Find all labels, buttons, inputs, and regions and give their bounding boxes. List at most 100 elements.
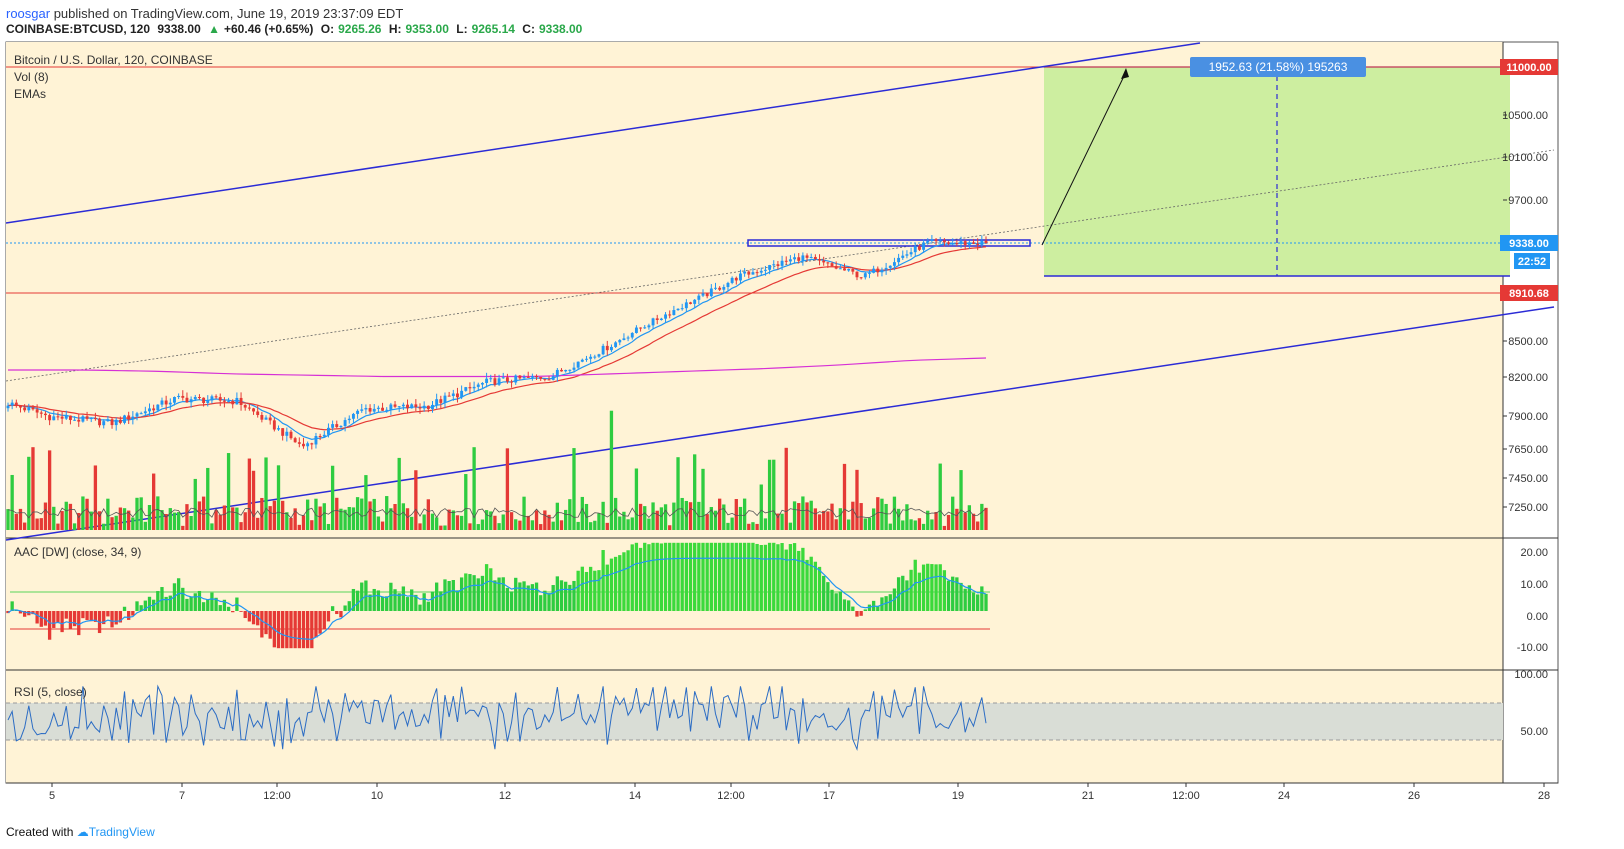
volume-bar <box>426 499 430 530</box>
volume-bar <box>355 497 360 530</box>
candle-body <box>680 308 684 310</box>
aac-bar <box>609 558 614 611</box>
candle-body <box>364 408 368 410</box>
ohlc-header: COINBASE:BTCUSD, 120 9338.00 ▲ +60.46 (+0… <box>6 22 586 36</box>
volume-bar <box>447 509 451 530</box>
candle-body <box>572 367 576 370</box>
aac-bar <box>281 611 285 649</box>
candle-body <box>689 302 692 304</box>
aac-bar <box>722 542 726 611</box>
volume-bar <box>772 459 776 530</box>
volume-bar <box>127 510 131 530</box>
volume-bar <box>351 507 356 530</box>
price-tick-label: 9700.00 <box>1508 195 1548 207</box>
aac-bar <box>534 582 539 611</box>
aac-bar <box>847 600 851 611</box>
ema-fast-line <box>7 242 987 440</box>
aac-bar <box>942 570 947 611</box>
rsi-tick-label: 100.00 <box>1514 669 1548 681</box>
aac-bar <box>318 611 322 634</box>
aac-bar <box>247 611 252 622</box>
aac-bar <box>414 594 418 611</box>
volume-bar <box>439 525 443 530</box>
aac-bar <box>256 611 260 626</box>
candle-body <box>64 415 68 419</box>
aac-bar <box>705 542 709 611</box>
volume-bar <box>597 513 601 530</box>
aac-bar <box>876 605 880 611</box>
candle-body <box>347 418 351 421</box>
aac-bar <box>647 544 651 611</box>
aac-bar <box>468 574 472 611</box>
candle-body <box>709 288 713 297</box>
candle-body <box>618 340 622 343</box>
candle-body <box>19 405 22 408</box>
aac-bar <box>451 580 455 611</box>
candle-body <box>281 428 285 436</box>
volume-bar <box>730 517 734 530</box>
aac-bar <box>93 611 98 622</box>
volume-bar <box>343 509 347 530</box>
candle-body <box>368 408 372 412</box>
aac-bar <box>464 573 468 611</box>
candle-body <box>168 402 172 405</box>
volume-bar <box>780 513 784 530</box>
aac-bar <box>551 585 555 611</box>
candle-body <box>406 404 409 409</box>
candle-body <box>951 242 955 244</box>
aac-bar <box>222 599 227 611</box>
aac-bar <box>164 596 168 611</box>
volume-bar <box>855 469 859 530</box>
candle-body <box>264 417 268 420</box>
candle-body <box>672 310 676 315</box>
candle-body <box>68 415 72 420</box>
aac-bar <box>289 611 293 649</box>
candle-body <box>56 416 60 418</box>
author-link[interactable]: roosgar <box>6 6 51 21</box>
aac-bar <box>118 611 123 623</box>
open-value: 9265.26 <box>338 22 382 36</box>
aac-bar <box>81 611 85 619</box>
resistance-box <box>747 239 1031 247</box>
volume-bar <box>89 511 93 530</box>
volume-bar <box>231 507 235 530</box>
aac-bar <box>717 542 722 611</box>
price-badge <box>1514 253 1550 269</box>
aac-bar <box>776 544 780 611</box>
volume-bar <box>792 501 797 530</box>
volume-bar <box>755 523 759 530</box>
candle-body <box>543 378 547 380</box>
candle-body <box>139 413 143 415</box>
aac-bar <box>343 605 347 611</box>
footer-brand[interactable]: TradingView <box>88 825 155 839</box>
aac-bar <box>372 588 376 611</box>
candle-body <box>801 255 805 261</box>
candle-body <box>385 409 389 411</box>
candle-body <box>947 242 950 244</box>
candle-body <box>576 361 580 368</box>
candle-body <box>6 405 10 409</box>
candle-body <box>589 356 593 359</box>
candle-body <box>684 302 688 309</box>
volume-bar <box>593 520 597 530</box>
volume-bar <box>501 514 505 530</box>
volume-bar <box>172 512 177 530</box>
candle-body <box>260 415 264 420</box>
volume-bar <box>301 515 306 530</box>
aac-bar <box>185 598 189 611</box>
channel-lower-line <box>5 306 1555 541</box>
aac-bar <box>526 585 530 611</box>
candle-body <box>156 404 160 411</box>
aac-bar <box>18 611 23 614</box>
volume-bar <box>797 503 801 530</box>
volume-bar <box>884 503 888 530</box>
candle-body <box>805 255 809 258</box>
volume-bar <box>451 510 455 530</box>
candle-body <box>930 239 934 241</box>
aac-bar <box>322 611 326 629</box>
volume-bar <box>60 511 64 530</box>
aac-bar <box>955 577 959 611</box>
candle-body <box>655 318 659 320</box>
candle-body <box>102 421 106 426</box>
